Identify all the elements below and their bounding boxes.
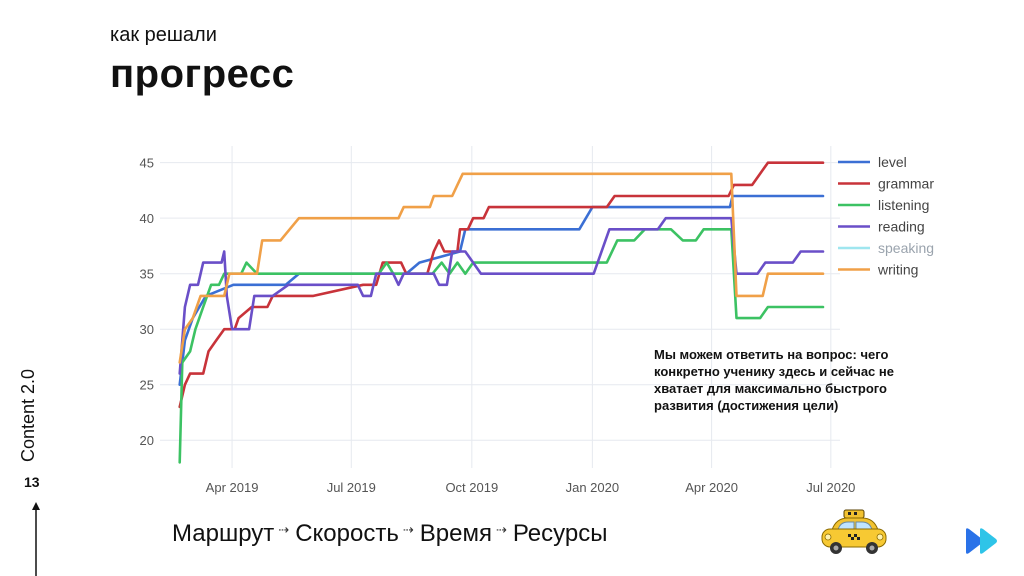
x-tick-label: Apr 2019 xyxy=(206,480,259,495)
fast-forward-icon xyxy=(966,528,997,554)
y-tick-label: 30 xyxy=(140,322,154,337)
y-tick-label: 20 xyxy=(140,433,154,448)
annotation-text: Мы можем ответить на вопрос: чего конкре… xyxy=(654,347,894,413)
x-tick-label: Oct 2019 xyxy=(445,480,498,495)
x-tick-label: Apr 2020 xyxy=(685,480,738,495)
legend-label-speaking: speaking xyxy=(878,240,934,256)
side-label: Content 2.0 xyxy=(18,368,38,462)
legend-label-writing: writing xyxy=(877,262,918,278)
flow-arrow: ⇢ xyxy=(278,522,290,537)
legend-label-level: level xyxy=(878,154,907,170)
flow-step-route: Маршрут xyxy=(172,520,275,547)
x-tick-label: Jul 2020 xyxy=(806,480,855,495)
y-tick-label: 40 xyxy=(140,211,154,226)
legend-label-reading: reading xyxy=(878,219,925,235)
y-tick-label: 35 xyxy=(140,267,154,282)
x-tick-label: Jan 2020 xyxy=(566,480,620,495)
legend-label-grammar: grammar xyxy=(878,176,934,192)
flow-arrow: ⇢ xyxy=(402,522,414,537)
page-number: 13 xyxy=(24,474,40,490)
taxi-icon xyxy=(821,509,887,554)
series-line-level xyxy=(178,194,825,386)
slide-title: прогресс xyxy=(110,52,295,96)
flow-step-time: Время xyxy=(419,520,492,547)
arrow-up-icon xyxy=(32,502,40,576)
y-tick-label: 25 xyxy=(140,378,154,393)
flow-step-speed: Скорость xyxy=(295,520,399,547)
x-tick-label: Jul 2019 xyxy=(327,480,376,495)
legend-label-listening: listening xyxy=(878,197,929,213)
flow-step-resources: Ресурсы xyxy=(512,520,608,547)
flow-arrow: ⇢ xyxy=(495,522,507,537)
progress-line-chart: 20 25 30 35 40 45 Apr 2019 Jul 2019 Oct 2019 Jan … xyxy=(140,146,934,495)
slide-subtitle: как решали xyxy=(110,24,217,46)
series-line-reading xyxy=(178,216,825,375)
series-line-writing xyxy=(178,172,825,364)
flow-steps: Маршрут ⇢ Скорость ⇢ Время ⇢ Ресурсы xyxy=(172,520,607,548)
y-tick-label: 45 xyxy=(140,156,154,171)
